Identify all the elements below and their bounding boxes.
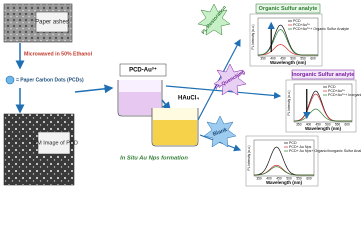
label-box	[35, 11, 69, 33]
legend-label: PCD	[289, 141, 297, 145]
x-tick-label: 500	[290, 56, 296, 60]
arrow	[199, 134, 242, 152]
x-axis-label: Wavelength (nm)	[266, 180, 303, 185]
graph-frame	[285, 79, 357, 133]
legend-label: PCD+Au³⁺+ Inorganic Sulfur Analyte	[328, 93, 361, 97]
x-tick-label: 400	[270, 56, 276, 60]
legend-label: PCD+ Au Nps	[289, 145, 311, 149]
tem-label: TEM Image of PCD	[30, 140, 78, 146]
legend-label: PCD+Au³⁺+ Organic Sulfur Analyte	[293, 27, 349, 31]
plot-area	[257, 17, 319, 57]
x-tick-label: 550	[335, 122, 341, 126]
x-tick-label: 500	[325, 122, 331, 126]
graph-title: Organic Sulfur analyte	[259, 6, 318, 12]
blank: Blank	[212, 127, 229, 138]
x-axis-label: Wavelength (nm)	[270, 60, 307, 65]
plot-area	[253, 139, 315, 177]
y-axis-label: PL Intensity (a.u.)	[287, 91, 291, 116]
arrow	[74, 84, 114, 94]
curve	[257, 29, 318, 56]
legend-label: PCD+Au³⁺	[328, 89, 345, 93]
graph-frame	[249, 13, 323, 67]
plot-area	[293, 83, 353, 123]
paper-ashes: Paper ashes	[35, 20, 69, 26]
legend-label: PCD	[328, 85, 336, 89]
x-tick-label: 500	[286, 176, 292, 180]
x-tick-label: 400	[306, 122, 312, 126]
x-tick-label: 350	[296, 122, 302, 126]
x-tick-label: 400	[266, 176, 272, 180]
legend-label: PCD+ Au Nps+ Organic/Inorganic Sulfur An…	[289, 149, 361, 153]
legend-label: PCD+Au³⁺	[293, 23, 310, 27]
curve	[293, 108, 352, 122]
x-tick-label: 600	[306, 176, 312, 180]
diagram: Paper ashes Microwaved in 50% Ethanol = …	[3, 3, 361, 187]
x-tick-label: 600	[345, 122, 351, 126]
star	[203, 115, 237, 148]
graph-frame	[245, 135, 319, 187]
solution	[119, 92, 161, 115]
graph-title-box	[291, 69, 355, 80]
legend-label: PCD	[293, 19, 301, 23]
microwave-label: Microwaved in 50% Ethanol	[24, 51, 93, 57]
x-axis-label: Wavelength (nm)	[305, 126, 342, 131]
graph-title: Inorganic Sulfur analyte	[292, 72, 355, 78]
curve	[254, 166, 314, 176]
beaker1-label: PCD-Au³⁺	[129, 67, 157, 74]
solution	[153, 120, 197, 145]
x-tick-label: 350	[260, 56, 266, 60]
x-tick-label: 550	[296, 176, 302, 180]
x-tick-label: 450	[316, 122, 322, 126]
formation-label: In Situ Au Nps formation	[120, 156, 188, 162]
x-tick-label: 550	[300, 56, 306, 60]
graph-title-box	[255, 3, 321, 14]
reagent: HAuCl₄	[178, 96, 199, 102]
pcd-dot	[5, 75, 15, 85]
x-tick-label: 350	[256, 176, 262, 180]
x-tick-label: 450	[280, 56, 286, 60]
x-tick-label: 450	[276, 176, 282, 180]
label-box	[119, 63, 167, 77]
star	[213, 63, 247, 96]
pcd-legend: = Paper Carbon Dots (PCDs)	[16, 77, 84, 83]
graphs: Organic Sulfur analytePCDPCD+Au³⁺PCD+Au³…	[245, 3, 361, 187]
star	[197, 3, 231, 36]
y-axis-label: PL Intensity (a.u.)	[251, 25, 255, 50]
x-tick-label: 600	[310, 56, 316, 60]
y-axis-label: PL Intensity (a.u.)	[247, 146, 251, 171]
label-box	[37, 131, 71, 155]
